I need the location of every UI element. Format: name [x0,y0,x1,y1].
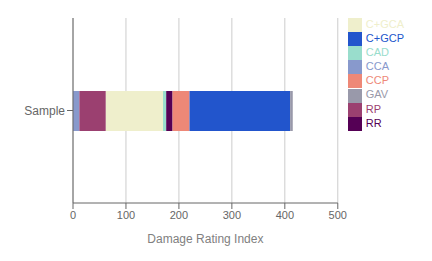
html-text:RP: RP [365,102,382,115]
svg-text:100: 100 [117,209,135,221]
svg-text:Sample: Sample [24,104,65,118]
svg-text:Damage Rating Index: Damage Rating Index [147,232,263,246]
svg-text:200: 200 [170,209,188,221]
html-text:C+GCA: C+GCA [365,18,404,30]
svg-text:400: 400 [276,209,294,221]
html-text:GAV: GAV [365,88,389,101]
svg-text:500: 500 [329,209,347,221]
html-text:CCA: CCA [365,60,389,73]
html-text:CAD: CAD [365,46,389,59]
html-text:RR: RR [365,116,382,129]
svg-text:0: 0 [70,209,76,221]
svg-text:300: 300 [223,209,241,221]
html-text:C+GCP: C+GCP [365,32,404,45]
html-text:CCP: CCP [365,74,389,87]
